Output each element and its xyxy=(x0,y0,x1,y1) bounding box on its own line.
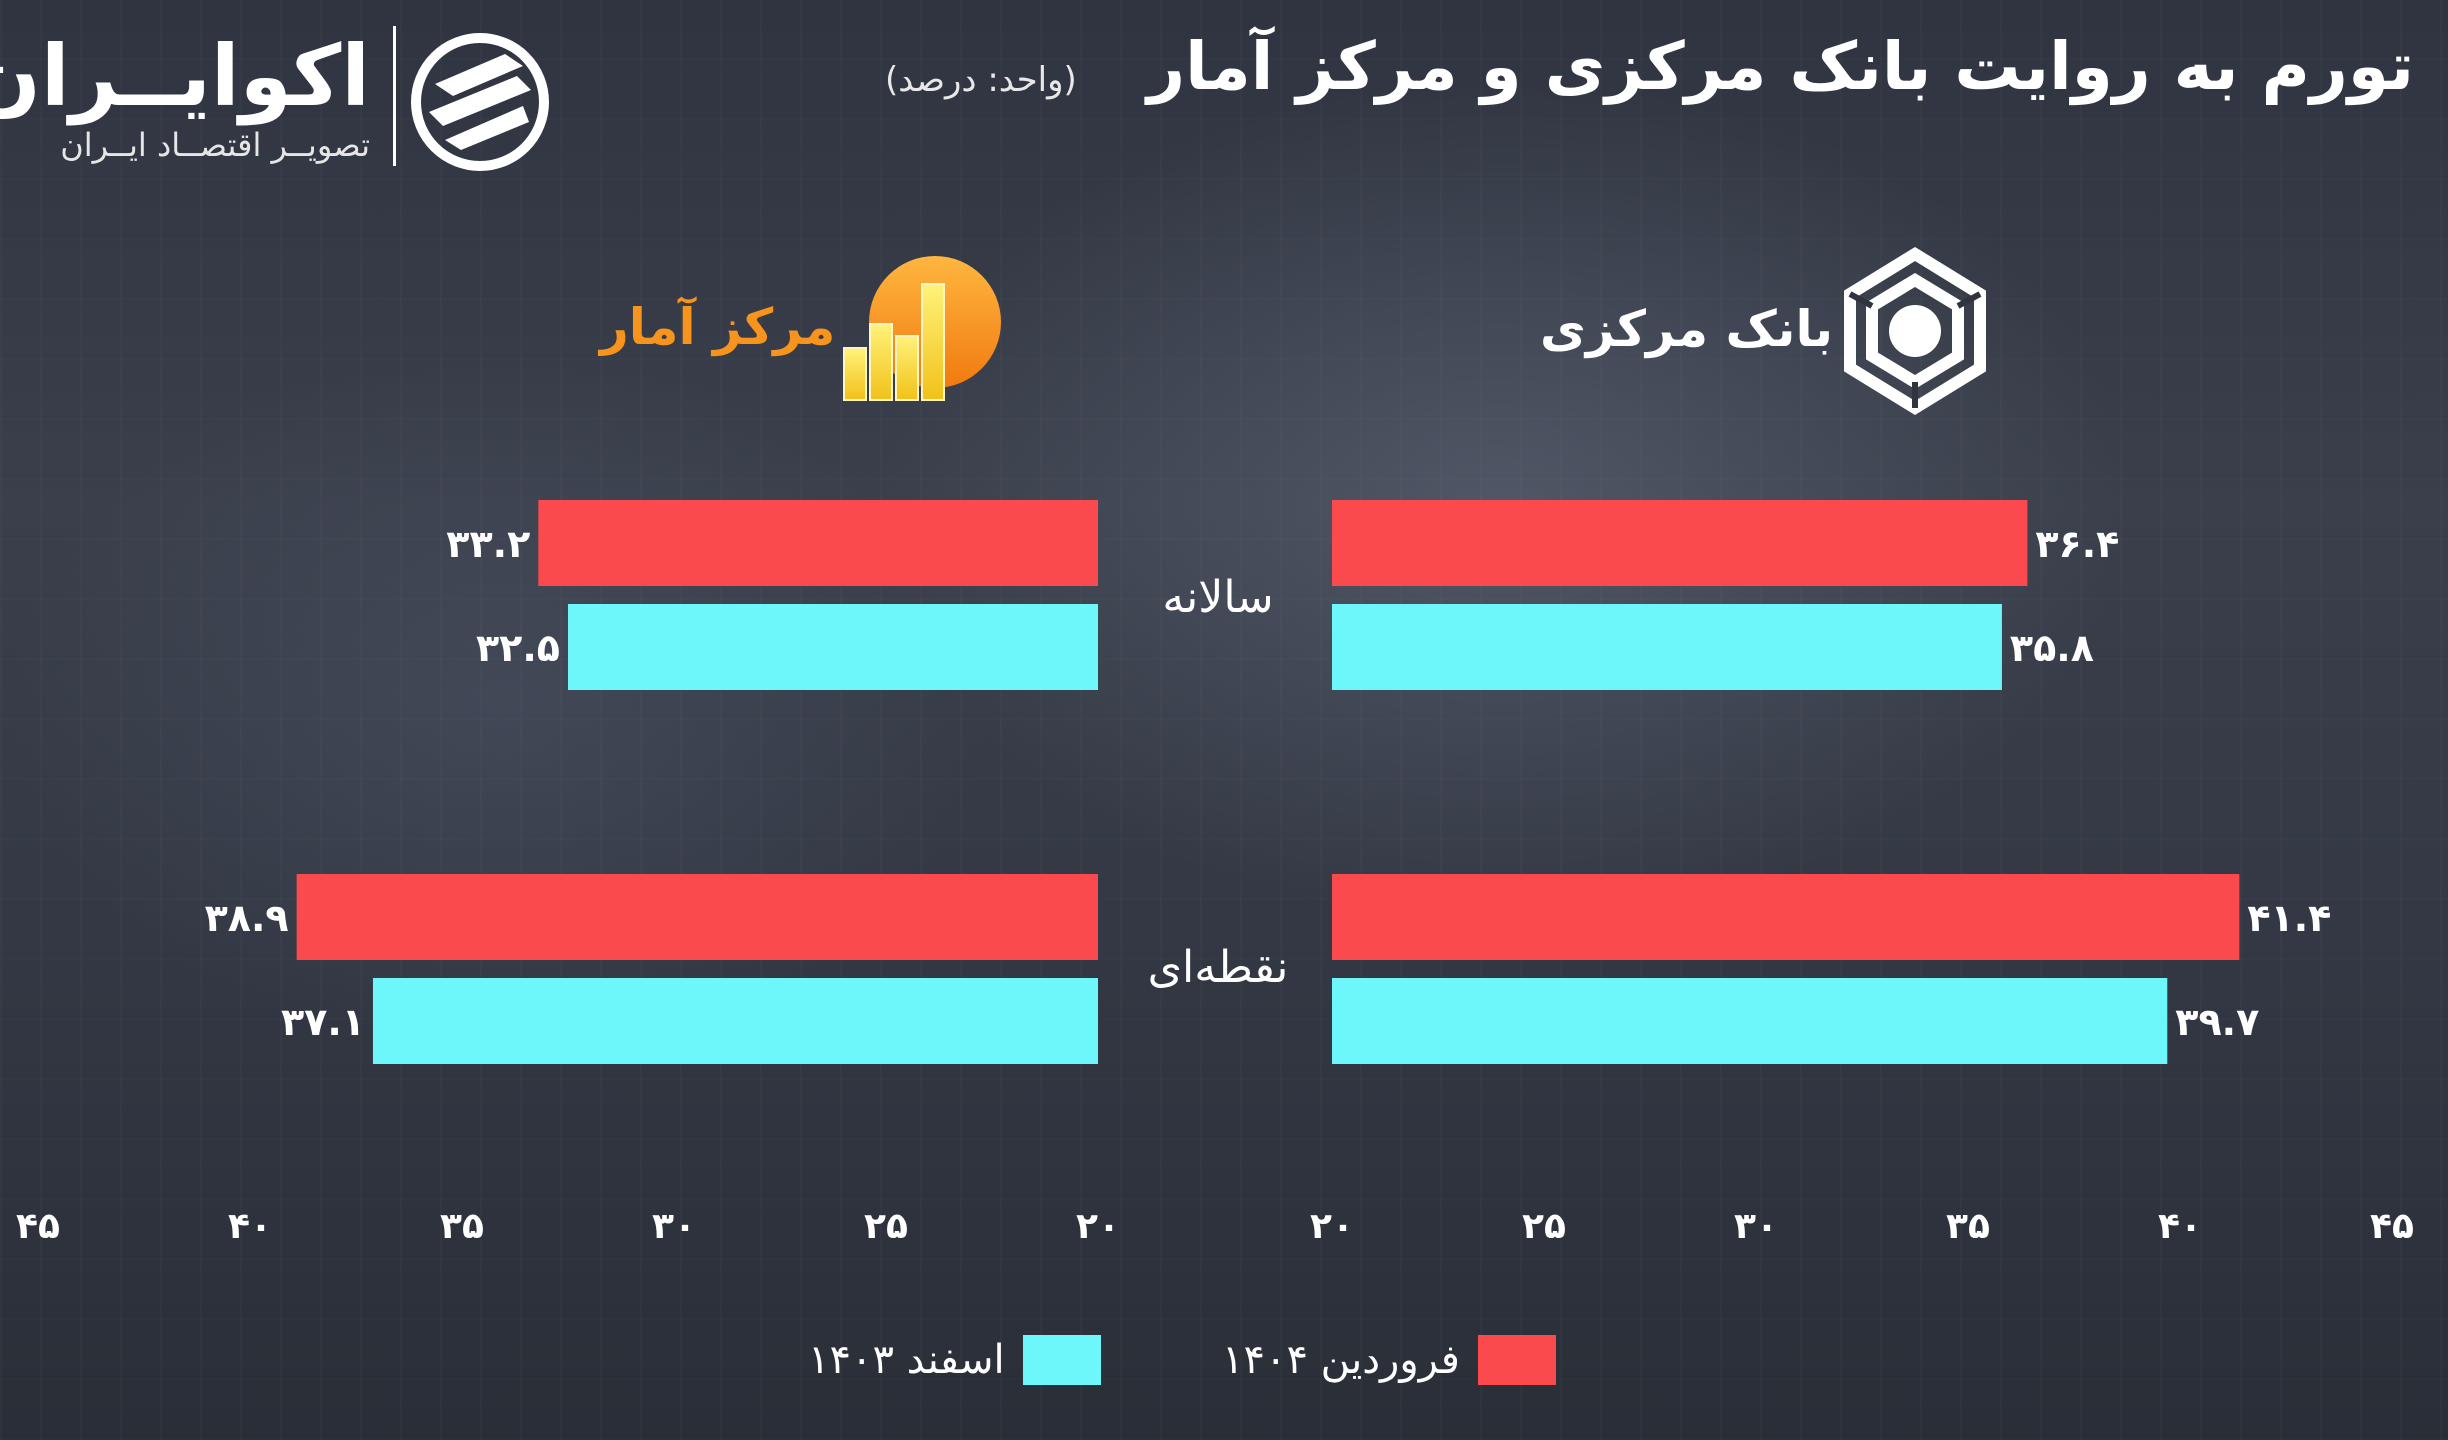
legend-swatch-red xyxy=(1477,1335,1556,1385)
legend-text-esfand: اسفند ۱۴۰۳ xyxy=(808,1337,1005,1383)
category-label-point: نقطه‌ای xyxy=(1148,942,1289,993)
value-label-bank-farvardin-0: ۳۶.۴ xyxy=(2035,522,2119,566)
bar-bank-esfand-1 xyxy=(1332,978,2168,1064)
amar-center-logo-icon xyxy=(843,256,1001,401)
panel-label-amar: مرکز آمار xyxy=(600,298,836,356)
tick-label-bank-35: ۳۵ xyxy=(1946,1206,1990,1247)
bar-amar-esfand-0 xyxy=(568,604,1098,690)
legend-item-farvardin: فروردین ۱۴۰۴ xyxy=(1222,1330,1556,1390)
legend-text-farvardin: فروردین ۱۴۰۴ xyxy=(1222,1337,1460,1383)
unit-label: (واحد: درصد) xyxy=(885,60,1077,100)
tick-label-bank-30: ۳۰ xyxy=(1734,1206,1778,1247)
tick-label-bank-20: ۲۰ xyxy=(1310,1206,1354,1247)
brand-tagline: تصویــر اقتصــاد ایــران xyxy=(60,126,370,164)
panel-label-bank: بانک مرکزی xyxy=(1540,300,1833,358)
tick-label-amar-35: ۳۵ xyxy=(440,1206,484,1247)
brand-name: اکوایــران xyxy=(0,27,370,125)
tick-label-amar-40: ۴۰ xyxy=(228,1206,272,1247)
category-label-annual: سالانه xyxy=(1162,572,1273,623)
value-label-amar-esfand-1: ۳۷.۱ xyxy=(281,1000,365,1044)
ecoiran-logo-icon xyxy=(411,33,549,171)
bar-amar-esfand-1 xyxy=(372,978,1099,1064)
bar-amar-farvardin-0 xyxy=(538,500,1098,586)
bar-bank-esfand-0 xyxy=(1332,604,2002,690)
value-label-bank-farvardin-1: ۴۱.۴ xyxy=(2247,896,2331,940)
brand: اکوایــران تصویــر اقتصــاد ایــران xyxy=(0,26,560,171)
value-label-bank-esfand-1: ۳۹.۷ xyxy=(2175,1000,2259,1044)
tick-label-bank-25: ۲۵ xyxy=(1522,1206,1566,1247)
value-label-amar-esfand-0: ۳۲.۵ xyxy=(476,626,560,670)
value-label-bank-esfand-0: ۳۵.۸ xyxy=(2010,626,2094,670)
brand-divider xyxy=(393,26,396,166)
tick-label-amar-20: ۲۰ xyxy=(1076,1206,1120,1247)
tick-label-amar-25: ۲۵ xyxy=(864,1206,908,1247)
tick-label-amar-45: ۴۵ xyxy=(16,1206,60,1247)
legend: فروردین ۱۴۰۴ اسفند ۱۴۰۳ xyxy=(0,1330,2448,1390)
legend-item-esfand: اسفند ۱۴۰۳ xyxy=(808,1330,1101,1390)
tick-label-bank-45: ۴۵ xyxy=(2370,1206,2414,1247)
page-title: تورم به روایت بانک مرکزی و مرکز آمار xyxy=(1147,28,2414,105)
value-label-amar-farvardin-1: ۳۸.۹ xyxy=(205,896,289,940)
value-label-amar-farvardin-0: ۳۳.۲ xyxy=(446,522,530,566)
legend-swatch-cyan xyxy=(1022,1335,1101,1385)
bar-bank-farvardin-0 xyxy=(1332,500,2028,586)
bar-amar-farvardin-1 xyxy=(296,874,1098,960)
bar-bank-farvardin-1 xyxy=(1332,874,2240,960)
central-bank-logo-icon xyxy=(1844,246,1986,416)
tick-label-amar-30: ۳۰ xyxy=(652,1206,696,1247)
tick-label-bank-40: ۴۰ xyxy=(2158,1206,2202,1247)
